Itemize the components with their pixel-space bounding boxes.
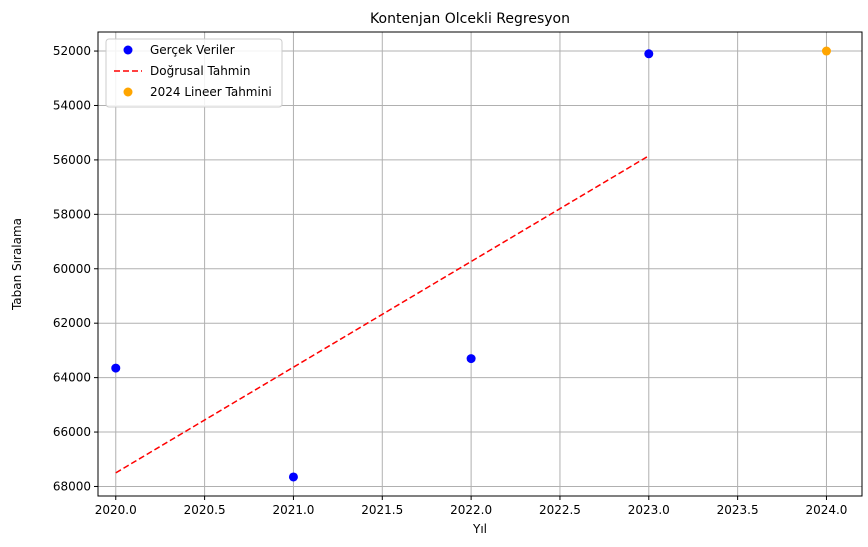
regression-line xyxy=(115,155,650,474)
data-point xyxy=(111,363,121,373)
y-tick-label: 54000 xyxy=(53,98,91,112)
y-tick-label: 52000 xyxy=(53,44,91,58)
y-axis-label: Taban Sıralama xyxy=(10,218,24,311)
data-point xyxy=(821,46,831,56)
legend-box xyxy=(105,38,283,108)
legend-dot-marker xyxy=(123,87,133,97)
legend-label: Gerçek Veriler xyxy=(150,43,235,57)
y-tick-label: 58000 xyxy=(53,207,91,221)
y-tick-label: 66000 xyxy=(53,425,91,439)
y-axis: 52000 54000 56000 58000 60000 62000 64000 66000… xyxy=(53,44,98,493)
x-tick-label: 2023.0 xyxy=(628,503,670,517)
legend-label: 2024 Lineer Tahmini xyxy=(150,85,272,99)
data-point xyxy=(288,472,298,482)
plot-frame xyxy=(97,31,863,497)
y-tick-label: 56000 xyxy=(53,153,91,167)
series-layer xyxy=(111,46,831,482)
x-tick-label: 2020.0 xyxy=(95,503,137,517)
data-point xyxy=(644,49,654,59)
y-tick-label: 68000 xyxy=(53,479,91,493)
legend-label: Doğrusal Tahmin xyxy=(150,64,250,78)
x-tick-label: 2022.0 xyxy=(450,503,492,517)
x-tick-label: 2022.5 xyxy=(539,503,581,517)
x-tick-label: 2020.5 xyxy=(184,503,226,517)
x-tick-label: 2024.0 xyxy=(805,503,847,517)
x-tick-label: 2023.5 xyxy=(717,503,759,517)
x-tick-label: 2021.5 xyxy=(361,503,403,517)
x-axis: 2020.0 2020.5 2021.0 2021.5 2022.0 2022.5 2023… xyxy=(95,496,847,517)
grid xyxy=(98,32,862,496)
x-tick-label: 2021.0 xyxy=(272,503,314,517)
y-tick-label: 60000 xyxy=(53,262,91,276)
y-tick-label: 62000 xyxy=(53,316,91,330)
y-tick-label: 64000 xyxy=(53,371,91,385)
x-axis-label: Yıl xyxy=(472,522,487,536)
data-point xyxy=(466,354,476,364)
legend: Gerçek Veriler Doğrusal Tahmin 2024 Lineer… xyxy=(105,38,283,108)
legend-dot-marker xyxy=(123,45,133,55)
chart-title: Kontenjan Olcekli Regresyon xyxy=(370,11,570,27)
